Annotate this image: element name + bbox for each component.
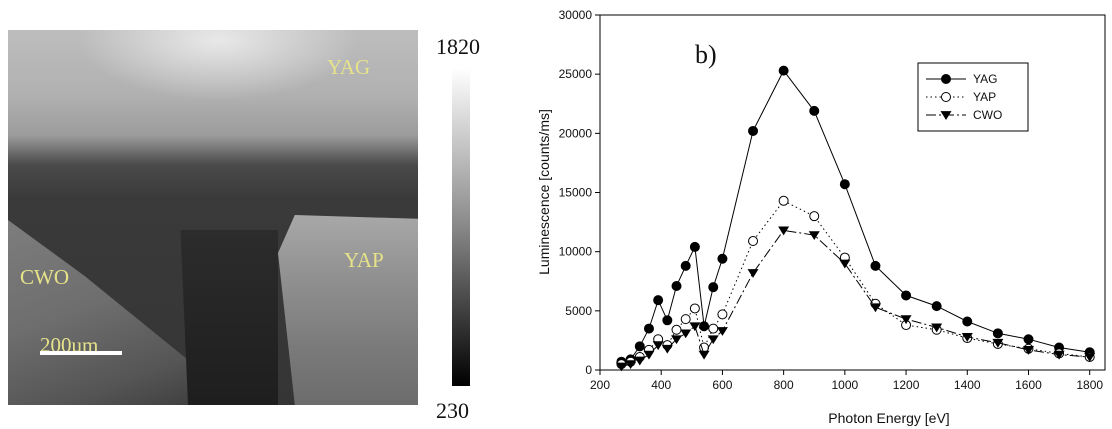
x-tick-label: 1800 [1076,378,1103,392]
colorbar-min-label: 230 [436,398,469,423]
data-point-cwo [839,259,851,269]
data-point-cwo [698,350,710,360]
x-tick-label: 200 [590,378,610,392]
data-point-yag [643,323,654,334]
data-point-yag [634,341,645,352]
data-point-yap [708,323,719,334]
data-point-yag [708,282,719,293]
data-point-yap [778,195,789,206]
data-point-cwo [900,315,912,325]
x-tick-label: 800 [774,378,794,392]
data-point-cwo [671,335,683,345]
y-tick-label: 5000 [565,304,592,318]
cwo-label: CWO [20,265,69,289]
data-point-cwo [661,344,673,354]
data-point-yag [901,290,912,301]
legend-marker-cwo [940,111,952,120]
yap-region [278,215,418,405]
data-point-yag [839,179,850,190]
chart-legend: YAG YAP CWO [917,62,1029,132]
data-point-yag [680,260,691,271]
yap-label: YAP [344,248,384,272]
data-point-cwo [808,231,820,241]
legend-label-yag: YAG [973,72,997,86]
data-point-cwo [680,329,692,339]
x-tick-label: 1600 [1015,378,1042,392]
data-point-yag [962,316,973,327]
x-tick-label: 1000 [831,378,858,392]
data-point-cwo [1084,353,1096,362]
data-point-yap [671,324,682,335]
y-tick-label: 15000 [559,186,593,200]
data-point-yag [662,315,673,326]
data-point-yag [870,260,881,271]
data-point-yap [689,303,700,314]
data-point-cwo [869,303,881,313]
data-point-cwo [747,269,759,278]
y-tick-label: 0 [585,363,592,377]
data-point-yag [699,321,710,332]
scale-bar [40,351,122,355]
legend-marker-yag [941,74,951,84]
data-point-cwo [634,356,646,366]
y-tick-label: 10000 [559,245,593,259]
data-point-yap [809,211,820,222]
legend-label-cwo: CWO [973,108,1002,122]
x-axis-label: Photon Energy [eV] [828,410,949,426]
data-point-cwo [716,327,728,336]
data-point-cwo [992,338,1004,348]
gap-region [180,230,278,405]
y-axis-label: Luminescence [counts/ms] [536,109,552,275]
data-point-yap [717,309,728,320]
y-tick-label: 25000 [559,67,593,81]
data-point-yag [809,105,820,116]
series-line-yap [621,200,1090,365]
data-point-yag [778,65,789,76]
data-point-cwo [689,322,701,332]
data-point-cwo [643,350,655,360]
chart-marks [615,65,1096,372]
data-point-cwo [1022,346,1034,355]
colorbar-max-label: 1820 [436,34,480,59]
x-tick-label: 1400 [954,378,981,392]
chart-axes: 200 400 600 800 1000 1200 1400 1600 1800 0 5000 100… [559,8,1106,392]
data-point-cwo [778,226,790,236]
luminescence-chart: 200 400 600 800 1000 1200 1400 1600 1800 0 5000 100… [536,8,1106,426]
data-point-yag [671,280,682,291]
panel-label: b) [695,40,717,69]
yag-label: YAG [327,55,371,79]
data-point-yag [1023,334,1034,345]
y-tick-label: 30000 [559,8,593,22]
data-point-yag [717,253,728,264]
x-tick-label: 1200 [893,378,920,392]
series-line-cwo [621,229,1090,367]
plot-frame [599,14,1106,371]
cwo-region [8,220,198,405]
legend-label-yap: YAP [973,90,996,104]
data-point-cwo [1053,350,1065,360]
data-point-yag [653,295,664,306]
data-point-cwo [931,323,943,333]
data-point-yag [992,328,1003,339]
data-point-yag [931,301,942,312]
data-point-cwo [652,341,664,351]
data-point-cwo [615,362,627,372]
x-tick-label: 600 [712,378,732,392]
x-tick-label: 400 [651,378,671,392]
data-point-cwo [625,360,637,370]
luminescence-image: YAG YAP CWO 200um [8,30,418,405]
data-point-cwo [961,333,973,342]
colorbar [452,68,470,386]
data-point-yap [748,236,759,247]
y-tick-label: 20000 [559,126,593,140]
data-point-cwo [707,335,719,345]
data-point-yap [680,314,691,325]
legend-marker-yap [941,92,951,102]
data-point-yag [689,241,700,252]
data-point-yag [748,125,759,136]
